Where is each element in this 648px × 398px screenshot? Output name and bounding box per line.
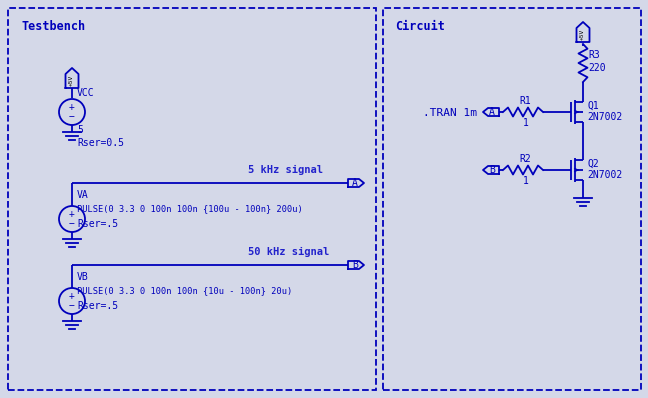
Text: Q1: Q1 [587,101,599,111]
Text: Rser=0.5: Rser=0.5 [77,138,124,148]
Text: 2N7002: 2N7002 [587,170,622,180]
Text: Testbench: Testbench [22,20,86,33]
Text: −: − [69,301,75,311]
Text: 220: 220 [588,63,606,73]
Text: Circuit: Circuit [395,20,445,33]
Text: B: B [352,260,358,270]
Text: R2: R2 [519,154,531,164]
Text: +: + [69,291,75,301]
Text: VCC: VCC [77,88,95,98]
Text: +5V: +5V [69,74,73,86]
Text: −: − [69,219,75,229]
Text: 5 kHz signal: 5 kHz signal [248,165,323,175]
Text: +: + [69,102,75,112]
Text: Rser=.5: Rser=.5 [77,219,118,229]
Text: .TRAN 1m: .TRAN 1m [423,108,477,118]
Text: VA: VA [77,190,89,200]
Text: PULSE(0 3.3 0 100n 100n {100u - 100n} 200u): PULSE(0 3.3 0 100n 100n {100u - 100n} 20… [77,205,303,213]
Text: R3: R3 [588,50,600,60]
Text: Q2: Q2 [587,159,599,169]
Text: VB: VB [77,272,89,282]
Text: 1: 1 [523,176,529,186]
Text: B: B [489,165,495,175]
Text: A: A [352,178,358,188]
Text: 2N7002: 2N7002 [587,112,622,122]
Text: Rser=.5: Rser=.5 [77,301,118,311]
Text: 5: 5 [77,125,83,135]
Text: −: − [69,112,75,122]
Bar [383,8,641,390]
Text: 50 kHz signal: 50 kHz signal [248,247,329,257]
Text: +5V: +5V [579,28,584,40]
Text: A: A [489,107,495,117]
Text: PULSE(0 3.3 0 100n 100n {10u - 100n} 20u): PULSE(0 3.3 0 100n 100n {10u - 100n} 20u… [77,287,292,295]
Text: +: + [69,209,75,219]
Text: 1: 1 [523,118,529,128]
Text: R1: R1 [519,96,531,106]
Bar [8,8,376,390]
